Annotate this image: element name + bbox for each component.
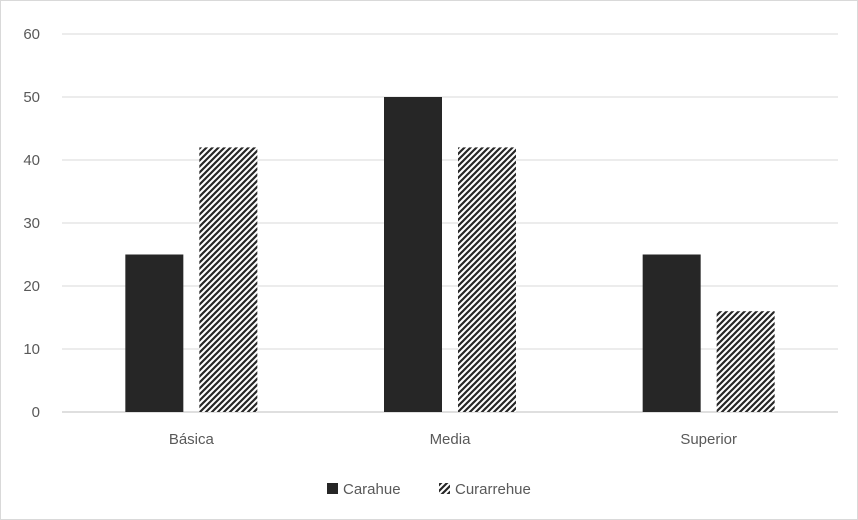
y-tick-label: 30 [23,215,40,232]
bar-carahue-1 [384,97,442,412]
legend: Carahue Curarrehue [327,481,531,498]
y-tick-label: 50 [23,89,40,106]
y-tick-label: 10 [23,341,40,358]
legend-label-carahue: Carahue [343,481,401,498]
x-category-label: Media [430,431,472,448]
bar-curarrehue-1 [458,147,516,412]
y-tick-label: 60 [23,26,40,43]
y-tick-label: 20 [23,278,40,295]
y-tick-label: 0 [32,404,40,421]
y-tick-label: 40 [23,152,40,169]
legend-label-curarrehue: Curarrehue [455,481,531,498]
y-axis-ticks: 0 10 20 30 40 50 60 [23,26,40,421]
x-axis-categories: Básica Media Superior [169,431,737,448]
bar-curarrehue-2 [716,311,775,412]
bar-carahue-2 [642,254,701,412]
legend-swatch-curarrehue [439,483,450,494]
gridlines [62,33,838,413]
bar-curarrehue-0 [199,147,258,412]
bar-carahue-0 [125,254,184,412]
bars [125,97,775,412]
legend-swatch-carahue [327,483,338,494]
x-category-label: Superior [680,431,737,448]
x-category-label: Básica [169,431,215,448]
